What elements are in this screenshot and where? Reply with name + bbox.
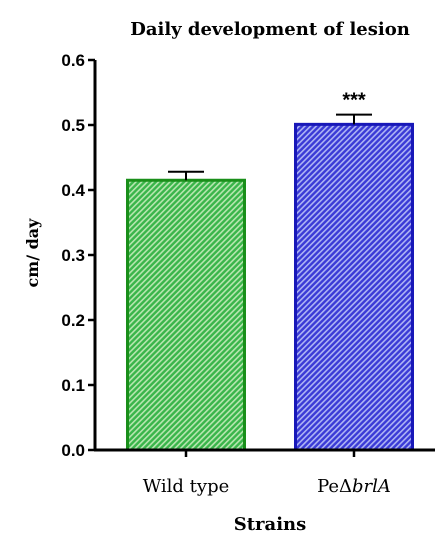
y-tick-label: 0.3 [61,246,85,265]
significance-label: *** [342,90,366,112]
bar-0 [126,178,246,452]
x-tick-italic-text: brlA [352,476,391,497]
plot-area: Wild type *** PeΔbrlA 0.0 0.1 0.2 0.3 0.4 0.5 0.6 [61,51,435,497]
y-tick-label: 0.1 [61,376,85,395]
x-tick-text: Wild type [143,476,230,497]
y-tick-label: 0.4 [61,181,85,200]
x-tick-label: PeΔbrlA [317,476,391,497]
y-tick-label: 0.6 [61,51,85,70]
y-tick-label: 0.2 [61,311,85,330]
y-tick-label: 0.0 [61,441,85,460]
y-tick-label: 0.5 [61,116,85,135]
x-axis-label: Strains [234,514,307,535]
x-tick-label: Wild type [143,476,230,497]
chart-title: Daily development of lesion [130,19,410,40]
x-tick-text: PeΔ [317,476,352,497]
y-axis-label: cm/ day [23,218,42,288]
bar-1 [294,122,414,452]
